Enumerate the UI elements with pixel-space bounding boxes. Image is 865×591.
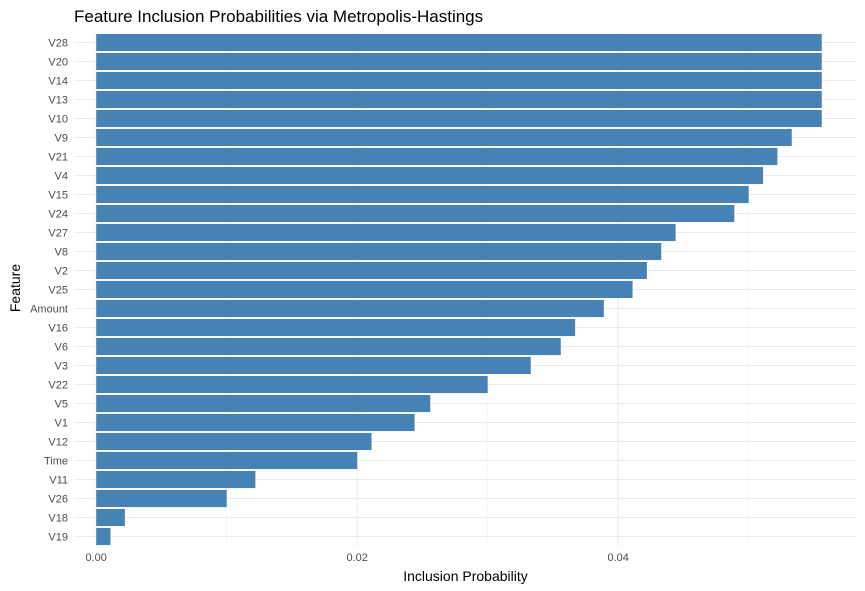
- y-tick-label: V9: [55, 133, 68, 145]
- bar-v11: [96, 470, 256, 489]
- bar-v1: [96, 413, 415, 432]
- y-tick-label: V28: [48, 38, 68, 50]
- x-tick-label: 0.04: [607, 552, 628, 564]
- y-tick-label: V5: [55, 399, 68, 411]
- y-tick-label: V18: [48, 513, 68, 525]
- bar-v10: [96, 109, 822, 128]
- bar-v15: [96, 185, 749, 204]
- bar-v22: [96, 375, 488, 394]
- y-tick-label: V14: [48, 76, 68, 88]
- bar-v6: [96, 337, 561, 356]
- bar-v14: [96, 71, 822, 90]
- y-tick-label: V16: [48, 323, 68, 335]
- bar-v18: [96, 508, 125, 527]
- bar-v20: [96, 52, 822, 71]
- bar-v25: [96, 280, 633, 299]
- y-tick-label: V22: [48, 380, 68, 392]
- bar-v16: [96, 318, 576, 337]
- y-tick-label: V1: [55, 418, 68, 430]
- bar-v19: [96, 527, 111, 546]
- y-tick-label: V26: [48, 494, 68, 506]
- bar-v21: [96, 147, 778, 166]
- bar-v4: [96, 166, 764, 185]
- y-tick-label: V20: [48, 57, 68, 69]
- y-tick-label: V24: [48, 209, 68, 221]
- y-tick-label: V27: [48, 228, 68, 240]
- y-tick-label: V2: [55, 266, 68, 278]
- y-tick-label: V8: [55, 247, 68, 259]
- bar-v24: [96, 204, 735, 223]
- bar-v2: [96, 261, 647, 280]
- y-tick-label: Time: [44, 456, 68, 468]
- y-tick-label: V10: [48, 114, 68, 126]
- bar-v5: [96, 394, 431, 413]
- y-tick-label: V12: [48, 437, 68, 449]
- y-tick-label: V11: [49, 475, 68, 487]
- bar-v12: [96, 432, 372, 451]
- y-tick-labels: V28 V20 V14 V13 V10 V9 V21 V4 V15 V24 V27 V8 V2 V25 Am…: [30, 38, 68, 544]
- y-tick-label: V6: [55, 342, 68, 354]
- x-tick-label: 0.02: [346, 552, 367, 564]
- bar-v26: [96, 489, 227, 508]
- y-axis-title: Feature: [7, 264, 23, 312]
- bar-v8: [96, 242, 662, 261]
- bars: [96, 33, 822, 546]
- y-tick-label: V4: [55, 171, 68, 183]
- x-tick-label: 0.00: [85, 552, 106, 564]
- bar-v9: [96, 128, 792, 147]
- x-axis-title: Inclusion Probability: [403, 568, 528, 584]
- bar-v28: [96, 33, 822, 52]
- y-tick-label: V19: [48, 532, 68, 544]
- y-tick-label: V13: [48, 95, 68, 107]
- y-tick-label: V25: [48, 285, 68, 297]
- y-tick-label: V21: [48, 152, 68, 164]
- bar-v13: [96, 90, 822, 109]
- y-tick-label: Amount: [30, 304, 68, 316]
- bar-v3: [96, 356, 531, 375]
- y-tick-label: V3: [55, 361, 68, 373]
- bar-amount: [96, 299, 604, 318]
- bar-time: [96, 451, 358, 470]
- x-tick-labels: 0.00 0.02 0.04: [85, 552, 628, 564]
- y-tick-label: V15: [48, 190, 68, 202]
- chart-title: Feature Inclusion Probabilities via Metr…: [74, 7, 483, 26]
- bar-v27: [96, 223, 676, 242]
